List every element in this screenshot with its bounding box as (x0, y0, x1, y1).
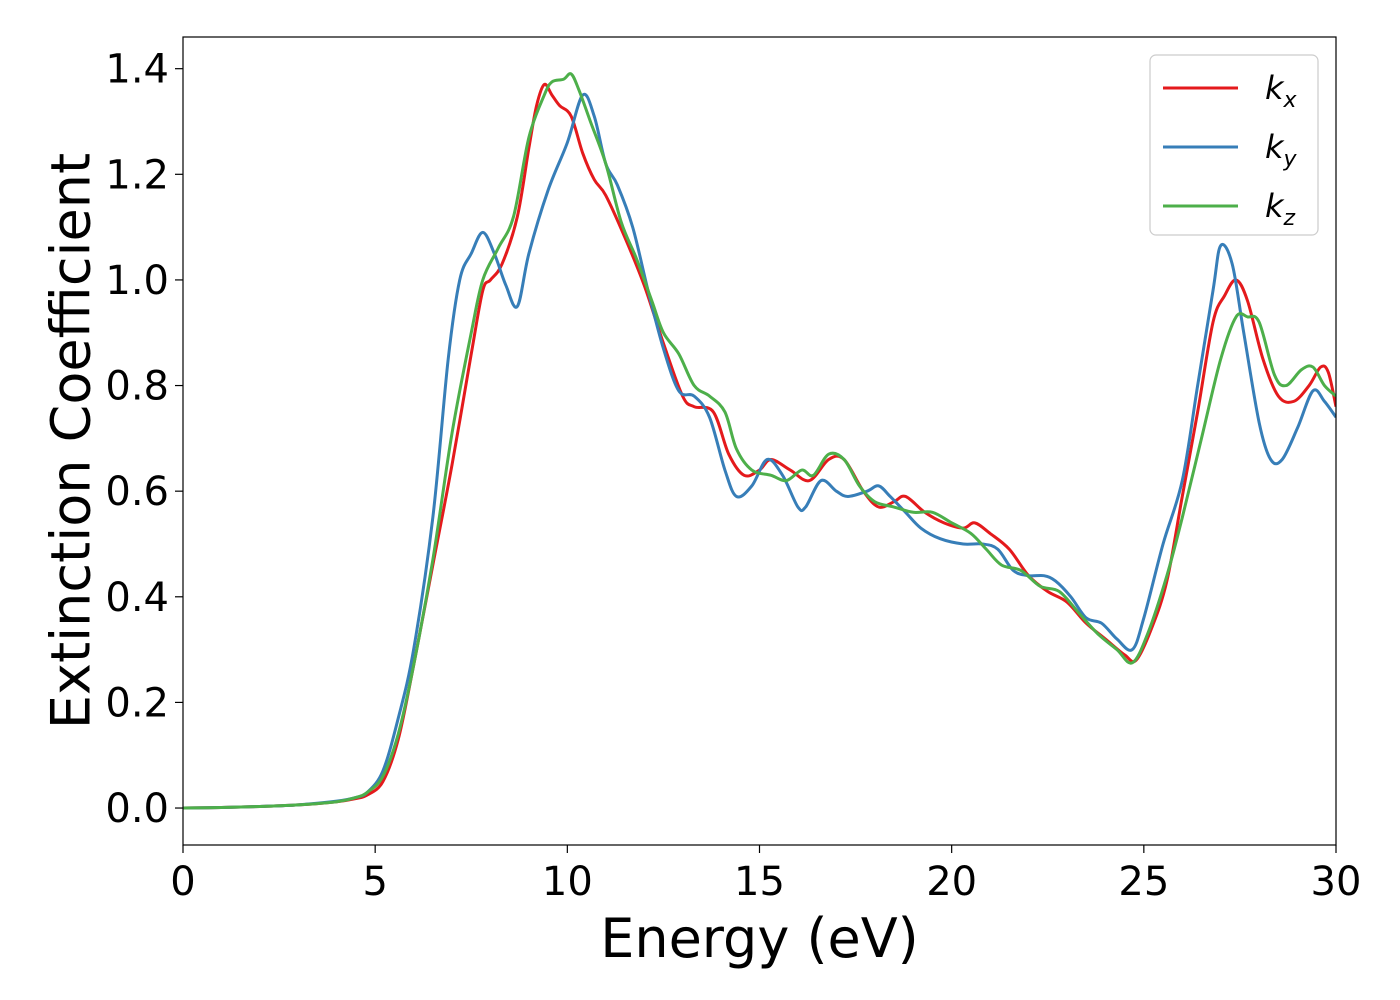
x-tick-label: 5 (362, 859, 387, 905)
y-axis-label: Extinction Coefficient (40, 153, 103, 729)
y-tick-label: 0.2 (105, 680, 169, 726)
x-tick-label: 10 (542, 859, 593, 905)
legend-box (1149, 54, 1319, 236)
x-axis-label: Energy (eV) (600, 907, 919, 970)
axes: 0 5 10 15 20 25 30 0.0 0.2 0.4 0.6 0.8 1.0 1.2 1.4 Ener… (40, 36, 1362, 970)
series-line-k-z (183, 72, 1336, 810)
x-tick-label: 30 (1311, 859, 1362, 905)
plot-area (183, 72, 1336, 810)
y-tick-label: 0.6 (105, 469, 169, 515)
legend-label: kx (1265, 69, 1298, 113)
x-tick-label: 20 (926, 859, 977, 905)
legend-label: ky (1265, 128, 1298, 172)
x-tick-label: 25 (1118, 859, 1169, 905)
x-tick-label: 15 (734, 859, 785, 905)
x-tick-label: 0 (170, 859, 195, 905)
y-tick-label: 0.4 (105, 575, 169, 621)
series-line-k-y (183, 92, 1336, 810)
legend-label: kz (1265, 187, 1296, 231)
legend: kx ky kz (1149, 54, 1319, 236)
y-tick-label: 0.8 (105, 364, 169, 410)
y-tick-label: 1.2 (105, 152, 169, 198)
y-tick-label: 1.4 (105, 47, 169, 93)
y-tick-label: 0.0 (105, 786, 169, 832)
y-tick-label: 1.0 (105, 258, 169, 304)
